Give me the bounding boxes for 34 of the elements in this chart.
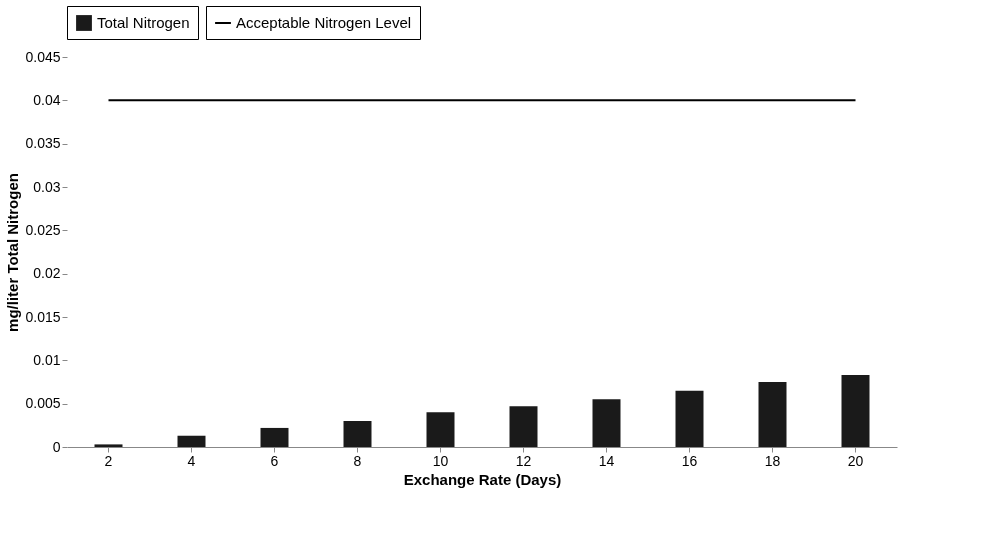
bar — [675, 390, 704, 447]
bar — [592, 399, 621, 447]
y-tick-label: 0.03 — [33, 178, 61, 195]
y-tick-label: 0 — [52, 438, 61, 455]
bar — [509, 406, 538, 447]
y-tick-label: 0.035 — [25, 135, 61, 152]
y-axis-title: mg/liter Total Nitrogen — [4, 173, 22, 332]
bar — [260, 427, 289, 447]
x-tick-label: 16 — [681, 452, 698, 469]
bar — [426, 412, 455, 447]
y-tick-label: 0.025 — [25, 221, 61, 238]
y-tick-label: 0.04 — [33, 91, 61, 108]
x-tick-label: 20 — [847, 452, 864, 469]
y-tick-label: 0.005 — [25, 395, 61, 412]
x-tick-label: 6 — [270, 452, 279, 469]
bar — [177, 435, 206, 447]
y-tick-label: 0.02 — [33, 265, 61, 282]
bar — [758, 382, 787, 447]
x-tick-label: 10 — [432, 452, 449, 469]
legend-label: Acceptable Nitrogen Level — [236, 14, 412, 31]
y-tick-label: 0.01 — [33, 351, 61, 368]
bar — [343, 421, 372, 447]
x-tick-label: 14 — [598, 452, 615, 469]
x-tick-label: 12 — [515, 452, 532, 469]
x-tick-label: 18 — [764, 452, 781, 469]
x-tick-label: 8 — [353, 452, 362, 469]
bar — [94, 444, 123, 447]
y-tick-label: 0.015 — [25, 308, 61, 325]
y-tick-label: 0.045 — [25, 48, 61, 65]
legend-label: Total Nitrogen — [97, 14, 190, 31]
x-tick-label: 2 — [104, 452, 113, 469]
x-tick-label: 4 — [187, 452, 196, 469]
x-axis-title: Exchange Rate (Days) — [403, 470, 562, 488]
bar — [841, 375, 870, 447]
